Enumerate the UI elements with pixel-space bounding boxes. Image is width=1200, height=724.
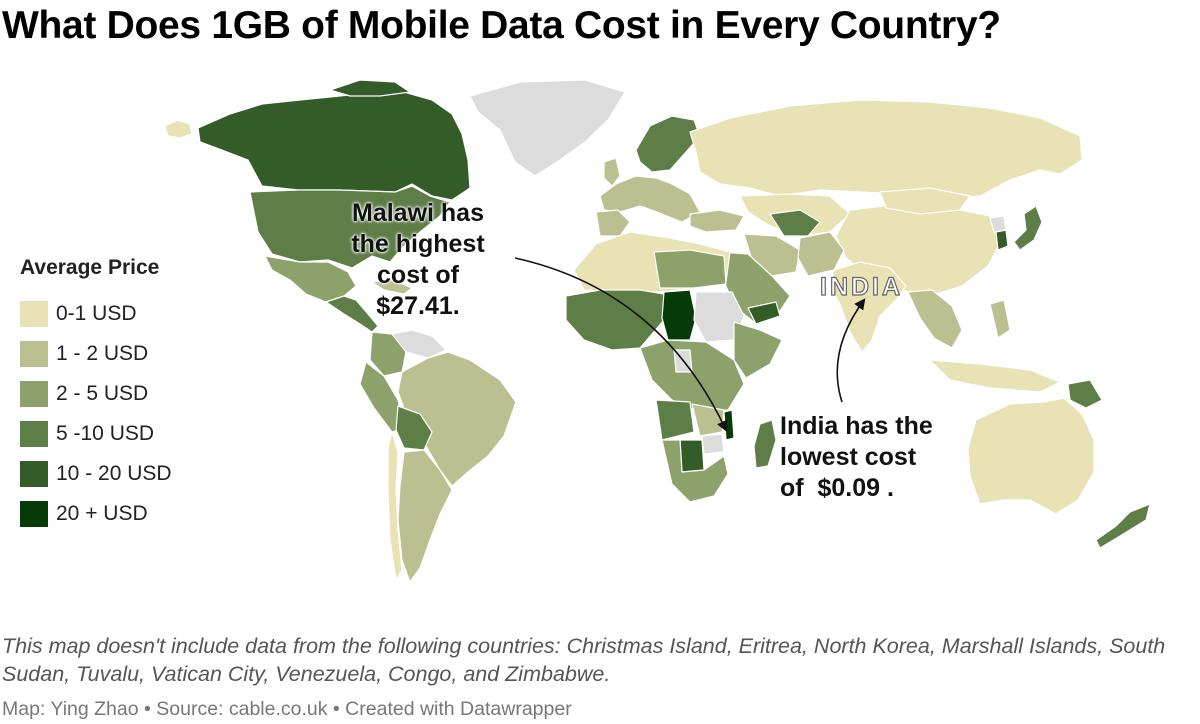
legend-item: 0-1 USD	[20, 294, 220, 334]
horn-of-africa	[733, 321, 783, 379]
legend-title: Average Price	[20, 256, 160, 279]
zimbabwe	[701, 433, 725, 455]
malawi-arrow	[514, 257, 728, 433]
botswana	[679, 439, 705, 473]
southern-africa	[661, 439, 729, 503]
annotation-line: cost of	[377, 261, 459, 289]
chile	[387, 431, 403, 581]
legend-swatch	[20, 381, 48, 407]
malawi	[723, 409, 735, 441]
madagascar	[753, 419, 777, 469]
mongolia	[879, 187, 971, 215]
legend-label: 20 + USD	[56, 502, 148, 525]
legend-label: 1 - 2 USD	[56, 342, 149, 365]
south-korea	[995, 229, 1009, 251]
legend-swatch	[20, 461, 48, 487]
legend: Average Price 0-1 USD 1 - 2 USD 2 - 5 US…	[20, 256, 220, 534]
annotation-line: the highest	[351, 230, 485, 258]
libya-egypt	[653, 249, 727, 289]
footnote: This map doesn't include data from the f…	[2, 634, 1166, 686]
legend-item: 2 - 5 USD	[20, 374, 220, 414]
australia	[967, 397, 1095, 515]
annotation-line: $27.41.	[376, 292, 460, 320]
legend-label: 5 -10 USD	[56, 422, 155, 445]
central-africa	[639, 339, 745, 413]
india	[829, 261, 907, 353]
legend-swatch	[20, 301, 48, 327]
legend-item: 5 -10 USD	[20, 414, 220, 454]
legend-swatch	[20, 341, 48, 367]
iberia	[595, 209, 631, 237]
new-zealand	[1095, 503, 1151, 549]
caribbean	[371, 279, 413, 295]
legend-label: 2 - 5 USD	[56, 382, 149, 405]
indonesia	[929, 359, 1061, 393]
legend-label: 10 - 20 USD	[56, 462, 172, 485]
india-annotation: India has the lowest cost of $0.09 .	[780, 411, 980, 504]
legend-swatch	[20, 501, 48, 527]
malawi-annotation: Malawi has the highest cost of $27.41.	[318, 198, 518, 322]
greenland	[469, 79, 626, 177]
credits: Map: Ying Zhao • Source: cable.co.uk • C…	[2, 698, 572, 720]
legend-item: 20 + USD	[20, 494, 220, 534]
turkmenistan	[769, 209, 821, 237]
angola	[655, 399, 695, 441]
west-africa	[565, 289, 665, 351]
turkey	[689, 209, 745, 233]
scandinavia	[635, 115, 701, 173]
yemen	[747, 301, 781, 325]
legend-item: 10 - 20 USD	[20, 454, 220, 494]
legend-item: 1 - 2 USD	[20, 334, 220, 374]
zambia	[691, 403, 725, 437]
japan	[1013, 205, 1043, 251]
philippines	[989, 299, 1011, 339]
north-korea	[989, 215, 1007, 233]
southeast-asia	[907, 289, 963, 349]
annotation-line: Malawi has	[352, 199, 484, 227]
central-america	[325, 295, 379, 333]
argentina	[397, 449, 453, 583]
russia	[689, 99, 1083, 201]
alaska	[164, 119, 193, 139]
world-map-svg	[164, 79, 1151, 583]
canada	[197, 91, 471, 201]
world-map	[0, 70, 1200, 630]
legend-label: 0-1 USD	[56, 302, 137, 325]
india-arrow	[836, 298, 866, 403]
annotation-line: India has the	[780, 412, 933, 440]
legend-swatch	[20, 421, 48, 447]
chad	[661, 289, 697, 341]
annotation-line: of $0.09 .	[780, 474, 894, 502]
canada-islands	[329, 79, 411, 97]
papua-new-guinea	[1067, 379, 1103, 409]
page-title: What Does 1GB of Mobile Data Cost in Eve…	[2, 4, 1001, 47]
annotation-line: lowest cost	[780, 443, 917, 471]
uk	[603, 157, 621, 187]
india-map-label: INDIA	[819, 272, 904, 301]
